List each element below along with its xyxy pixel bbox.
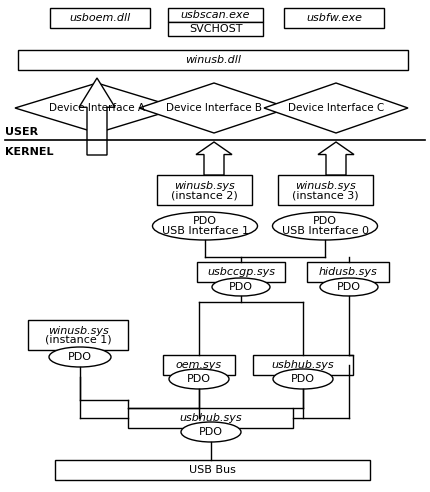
Text: winusb.sys: winusb.sys bbox=[48, 326, 108, 336]
Polygon shape bbox=[139, 83, 289, 133]
Bar bbox=[157, 175, 252, 205]
Text: Device Interface C: Device Interface C bbox=[288, 103, 384, 113]
Ellipse shape bbox=[320, 278, 378, 296]
Text: PDO: PDO bbox=[291, 374, 315, 384]
Text: (instance 3): (instance 3) bbox=[292, 190, 359, 200]
Text: USB Interface 0: USB Interface 0 bbox=[282, 226, 369, 236]
Text: usbccgp.sys: usbccgp.sys bbox=[207, 267, 275, 277]
Ellipse shape bbox=[153, 212, 258, 240]
Text: PDO: PDO bbox=[68, 352, 92, 362]
Text: PDO: PDO bbox=[337, 282, 361, 292]
Ellipse shape bbox=[169, 369, 229, 389]
Polygon shape bbox=[196, 142, 232, 175]
Text: USER: USER bbox=[5, 127, 38, 137]
Polygon shape bbox=[79, 78, 115, 155]
Ellipse shape bbox=[49, 347, 111, 367]
Bar bbox=[128, 408, 293, 428]
Text: usbscan.exe: usbscan.exe bbox=[181, 10, 250, 20]
Text: hidusb.sys: hidusb.sys bbox=[319, 267, 378, 277]
Text: (instance 2): (instance 2) bbox=[171, 190, 238, 200]
Polygon shape bbox=[15, 83, 179, 133]
Bar bbox=[168, 22, 263, 36]
Text: KERNEL: KERNEL bbox=[5, 147, 53, 157]
Text: PDO: PDO bbox=[199, 427, 223, 437]
Text: (instance 1): (instance 1) bbox=[45, 335, 111, 345]
Text: usboem.dll: usboem.dll bbox=[69, 13, 131, 23]
Text: PDO: PDO bbox=[187, 374, 211, 384]
Text: winusb.dll: winusb.dll bbox=[185, 55, 241, 65]
Text: Device Interface A: Device Interface A bbox=[49, 103, 145, 113]
Ellipse shape bbox=[273, 212, 378, 240]
Bar bbox=[197, 262, 285, 282]
Text: winusb.sys: winusb.sys bbox=[295, 181, 356, 191]
Ellipse shape bbox=[181, 422, 241, 442]
Text: PDO: PDO bbox=[193, 216, 217, 226]
Ellipse shape bbox=[212, 278, 270, 296]
Bar bbox=[278, 175, 373, 205]
Bar bbox=[253, 355, 353, 375]
Text: usbhub.sys: usbhub.sys bbox=[272, 360, 334, 370]
Bar bbox=[18, 50, 408, 70]
Bar bbox=[284, 8, 384, 28]
Text: PDO: PDO bbox=[313, 216, 337, 226]
Text: usbfw.exe: usbfw.exe bbox=[306, 13, 362, 23]
Bar bbox=[50, 8, 150, 28]
Text: SVCHOST: SVCHOST bbox=[189, 24, 242, 34]
Text: usbhub.sys: usbhub.sys bbox=[179, 413, 242, 423]
Text: USB Bus: USB Bus bbox=[189, 465, 236, 475]
Bar bbox=[168, 8, 263, 22]
Text: PDO: PDO bbox=[229, 282, 253, 292]
Text: Device Interface B: Device Interface B bbox=[166, 103, 262, 113]
Text: oem.sys: oem.sys bbox=[176, 360, 222, 370]
Text: USB Interface 1: USB Interface 1 bbox=[162, 226, 249, 236]
Bar bbox=[307, 262, 389, 282]
Bar bbox=[55, 460, 370, 480]
Ellipse shape bbox=[273, 369, 333, 389]
Polygon shape bbox=[318, 142, 354, 175]
Text: winusb.sys: winusb.sys bbox=[174, 181, 235, 191]
Bar bbox=[28, 320, 128, 350]
Polygon shape bbox=[264, 83, 408, 133]
Bar bbox=[163, 355, 235, 375]
